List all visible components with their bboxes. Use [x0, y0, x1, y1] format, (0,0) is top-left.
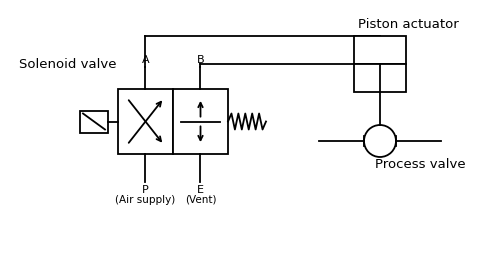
Text: (Air supply): (Air supply) — [115, 195, 176, 205]
Text: B: B — [197, 55, 204, 65]
Text: A: A — [142, 55, 149, 65]
Circle shape — [364, 125, 396, 157]
Text: E: E — [197, 185, 204, 195]
Text: P: P — [142, 185, 149, 195]
Text: Piston actuator: Piston actuator — [358, 18, 458, 31]
Bar — [80, 111, 108, 133]
Text: (Vent): (Vent) — [185, 195, 216, 205]
Bar — [354, 36, 406, 64]
Text: Solenoid valve: Solenoid valve — [19, 57, 117, 70]
Text: Process valve: Process valve — [375, 157, 465, 170]
Bar — [173, 89, 228, 154]
Bar — [118, 89, 173, 154]
Bar — [354, 64, 406, 92]
